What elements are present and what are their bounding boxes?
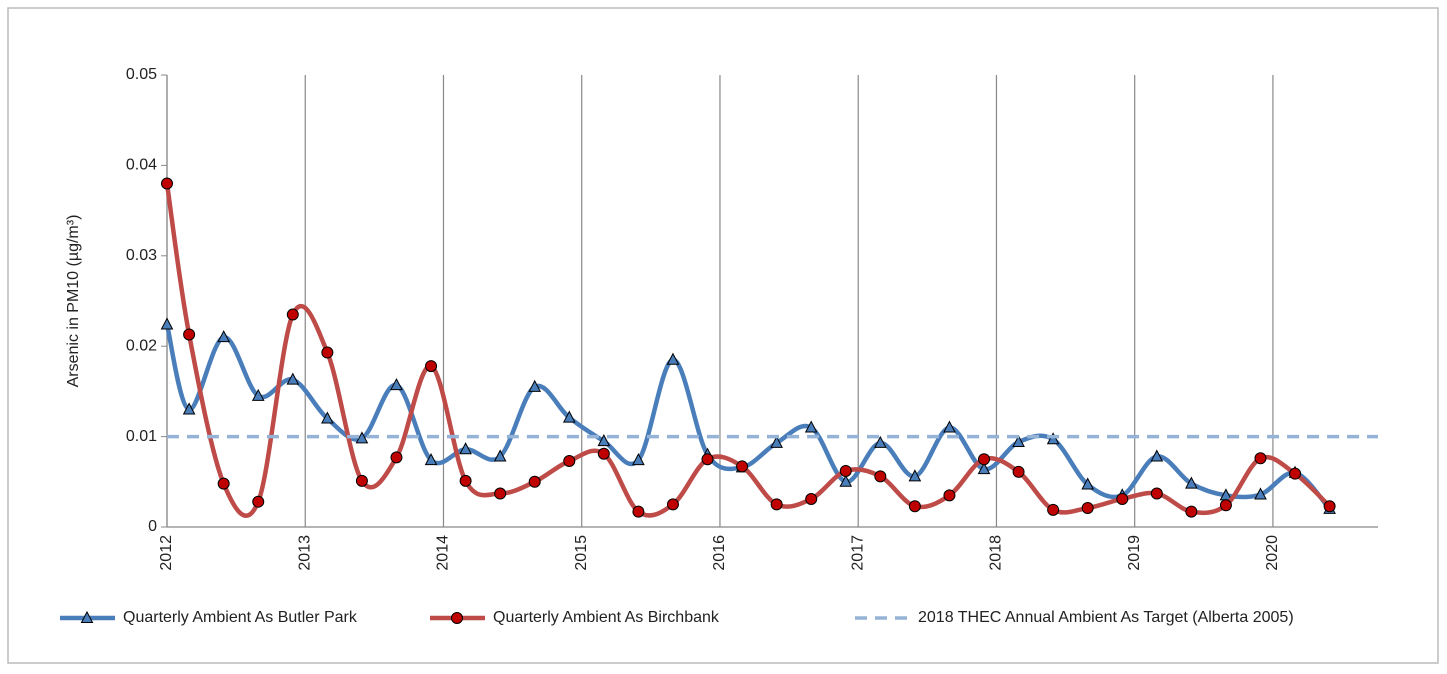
marker	[1012, 465, 1025, 478]
y-tick-label: 0.05	[126, 66, 157, 83]
x-tick-label: 2016	[711, 535, 728, 571]
marker	[217, 330, 231, 343]
marker	[1254, 452, 1267, 465]
marker	[321, 411, 334, 424]
marker	[217, 477, 230, 490]
marker	[286, 308, 299, 321]
marker	[1185, 476, 1198, 489]
marker	[251, 388, 265, 401]
marker	[321, 346, 334, 359]
marker	[1150, 487, 1163, 500]
marker	[1289, 467, 1302, 480]
x-tick-label: 2012	[158, 535, 175, 571]
marker	[563, 455, 576, 468]
marker	[804, 420, 818, 433]
y-tick-label: 0.01	[126, 428, 157, 445]
marker	[1047, 503, 1060, 516]
marker	[943, 420, 956, 433]
marker	[666, 498, 679, 511]
marker	[839, 474, 853, 487]
marker	[286, 372, 300, 385]
x-tick-label: 2014	[435, 535, 452, 571]
chart-frame	[7, 7, 1439, 664]
marker	[666, 352, 680, 365]
marker	[1150, 449, 1164, 462]
marker	[494, 487, 507, 500]
marker	[493, 449, 507, 462]
marker	[528, 475, 541, 488]
marker	[701, 453, 714, 466]
marker	[770, 498, 783, 511]
marker	[528, 379, 542, 392]
marker	[161, 177, 173, 190]
marker	[1185, 505, 1198, 518]
marker	[874, 470, 887, 483]
legend-label: Quarterly Ambient As Birchbank	[493, 609, 720, 626]
x-tick-label: 2017	[849, 535, 866, 571]
y-axis-label: Arsenic in PM10 (µg/m³)	[65, 215, 82, 388]
marker	[597, 447, 610, 460]
marker	[736, 460, 749, 473]
legend-marker	[80, 610, 94, 623]
marker	[908, 469, 922, 482]
marker	[632, 505, 645, 518]
x-tick-label: 2015	[573, 535, 590, 571]
marker	[182, 402, 196, 415]
marker	[1012, 434, 1025, 448]
marker	[390, 451, 403, 464]
marker	[1254, 487, 1267, 500]
marker	[978, 453, 991, 466]
marker	[160, 317, 174, 330]
marker	[1081, 502, 1094, 515]
marker	[805, 492, 818, 505]
legend-label: Quarterly Ambient As Butler Park	[123, 609, 358, 626]
marker	[1081, 477, 1095, 490]
y-tick-label: 0.02	[126, 337, 157, 354]
marker	[908, 500, 921, 513]
y-tick-label: 0.04	[126, 157, 157, 174]
marker	[632, 453, 645, 466]
marker	[425, 360, 438, 373]
marker	[839, 464, 852, 477]
y-tick-label: 0	[148, 518, 157, 535]
marker	[1046, 432, 1060, 445]
marker	[562, 410, 576, 423]
marker	[1323, 500, 1336, 513]
marker	[252, 495, 265, 508]
legend-marker	[451, 612, 463, 624]
marker	[597, 434, 611, 447]
marker	[943, 489, 956, 502]
marker	[390, 377, 403, 391]
x-tick-label: 2018	[988, 535, 1005, 571]
marker	[977, 462, 991, 475]
x-tick-label: 2013	[296, 535, 313, 571]
marker	[424, 453, 438, 466]
marker	[874, 435, 887, 448]
marker	[1219, 499, 1232, 512]
marker	[1116, 492, 1129, 505]
marker	[183, 328, 196, 341]
marker	[355, 474, 368, 487]
marker	[770, 435, 783, 448]
marker	[459, 442, 472, 455]
marker	[459, 474, 472, 487]
x-tick-label: 2019	[1126, 535, 1143, 571]
marker	[355, 431, 369, 444]
y-tick-label: 0.03	[126, 247, 157, 264]
x-tick-label: 2020	[1264, 535, 1281, 571]
legend-label: 2018 THEC Annual Ambient As Target (Albe…	[918, 609, 1294, 626]
